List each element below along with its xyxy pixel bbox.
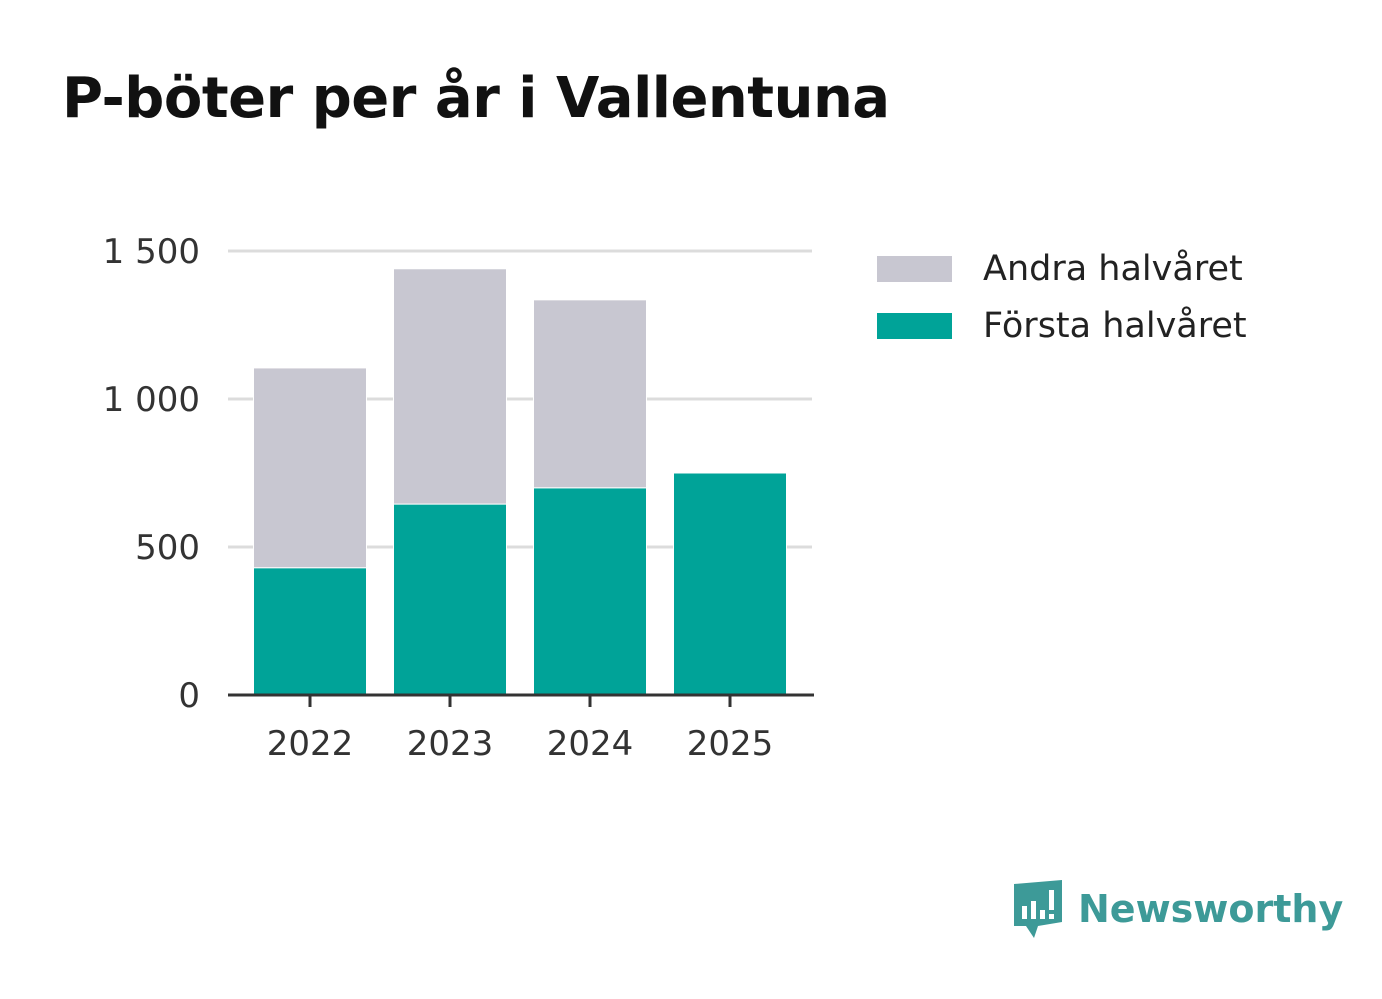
- brand-logo[interactable]: Newsworthy: [1010, 878, 1343, 940]
- brand-name: Newsworthy: [1078, 887, 1344, 931]
- y-tick-label: 0: [178, 676, 200, 716]
- y-tick-label: 1 000: [103, 380, 200, 420]
- x-tick-label: 2023: [407, 724, 494, 764]
- x-axis: 2022 2023 2024 2025: [228, 693, 814, 764]
- newsworthy-logo-icon: [1014, 880, 1062, 938]
- x-tick-label: 2022: [267, 724, 354, 764]
- bar-2023-forsta[interactable]: [393, 503, 507, 696]
- legend-label-andra: Andra halvåret: [983, 248, 1243, 289]
- bar-2024-forsta[interactable]: [533, 487, 647, 696]
- bar-2022-forsta[interactable]: [253, 567, 367, 696]
- legend-item-forsta[interactable]: Första halvåret: [877, 297, 1247, 354]
- x-tick-label: 2025: [687, 724, 774, 764]
- x-tick-label: 2024: [547, 724, 634, 764]
- bars: [253, 268, 787, 696]
- chart-title: P-böter per år i Vallentuna: [62, 66, 890, 131]
- legend-label-forsta: Första halvåret: [983, 305, 1247, 346]
- legend-swatch-andra: [877, 255, 952, 282]
- bar-2025-forsta[interactable]: [673, 472, 787, 696]
- y-tick-label: 1 500: [103, 232, 200, 272]
- bar-2023-andra[interactable]: [393, 268, 507, 505]
- legend: Andra halvåret Första halvåret: [877, 240, 1247, 354]
- legend-swatch-forsta: [877, 312, 952, 339]
- bar-2022-andra[interactable]: [253, 367, 367, 569]
- y-tick-label: 500: [135, 528, 200, 568]
- legend-item-andra[interactable]: Andra halvåret: [877, 240, 1247, 297]
- bar-2024-andra[interactable]: [533, 299, 647, 489]
- y-axis-ticks: 0 500 1 000 1 500: [103, 232, 200, 716]
